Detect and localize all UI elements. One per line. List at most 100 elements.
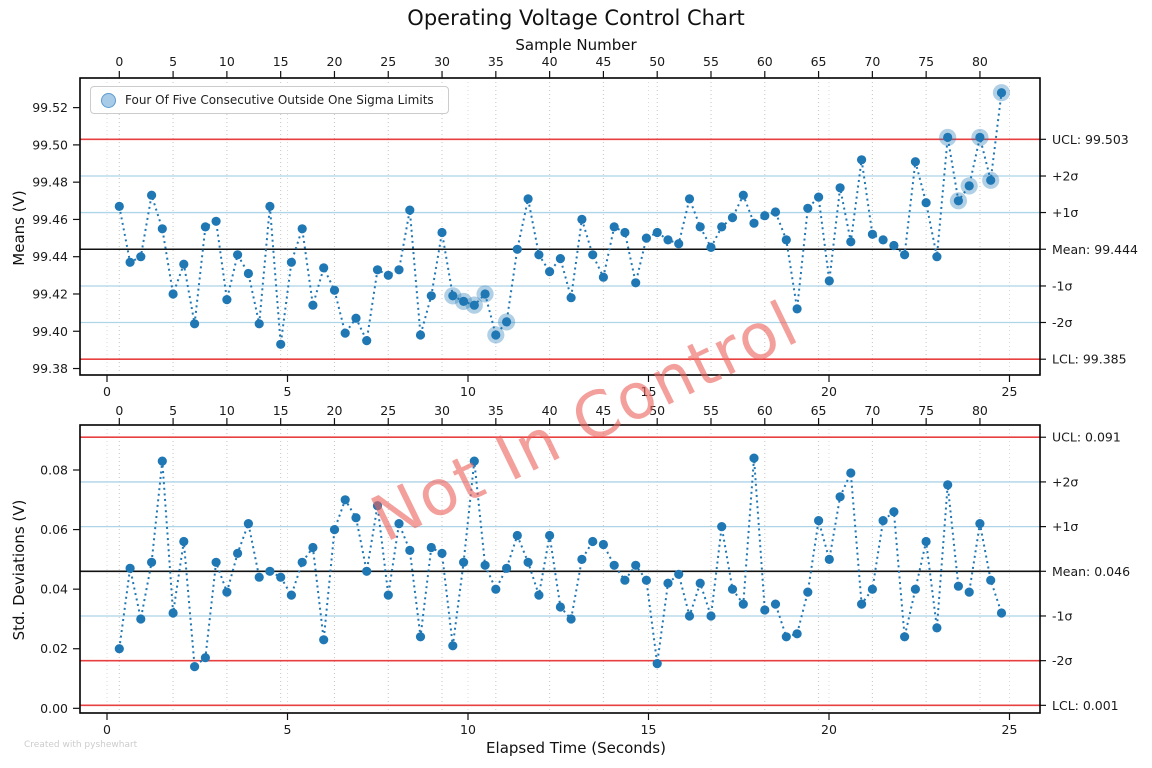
data-point [878,235,888,245]
elapsed-time-axis-title: Elapsed Time (Seconds) [486,739,666,757]
data-point [555,602,566,612]
data-point [448,641,458,651]
data-point [598,539,609,550]
sample-tick-label: 20 [327,403,343,418]
data-point [426,291,436,301]
data-point [405,545,415,556]
data-point [814,192,824,202]
annotation-label-stds: UCL: 0.091 [1052,430,1121,445]
data-point [125,257,135,267]
data-point [932,623,942,633]
data-point [276,572,286,582]
data-point [200,222,210,232]
sample-tick-label: 60 [757,403,773,418]
data-point [900,632,910,642]
data-point [448,291,458,301]
annotation-label-means: -2σ [1052,315,1072,330]
time-tick-label: 15 [641,384,657,399]
data-point [147,190,157,200]
data-point [760,211,770,221]
data-point [254,319,264,329]
sample-tick-label: 50 [649,54,665,69]
data-point [534,250,544,260]
data-point [921,198,931,208]
data-point [545,267,555,277]
data-point [598,272,609,282]
data-point [943,132,953,142]
data-point [415,330,426,340]
time-tick-label: 5 [284,722,292,737]
data-point [738,190,748,200]
sample-tick-label: 80 [972,403,988,418]
data-point [609,222,619,232]
data-point [964,181,974,191]
data-point [588,536,598,547]
legend: Four Of Five Consecutive Outside One Sig… [90,86,449,114]
sample-tick-label: 30 [434,54,450,69]
data-point [620,575,630,585]
data-point [792,304,802,314]
data-point [179,536,189,547]
data-point [211,216,221,226]
data-point [222,295,232,305]
data-point [555,254,566,264]
y-tick-label: 0.04 [40,582,68,597]
data-point [652,659,662,669]
data-point [286,257,296,267]
sample-tick-label: 10 [219,54,235,69]
data-point [631,560,641,570]
y-tick-label: 0.06 [40,522,68,537]
data-point [329,525,340,535]
annotation-label-means: -1σ [1052,278,1072,293]
data-line [118,92,1003,345]
data-point [577,554,587,565]
data-point [964,587,974,597]
data-point [276,339,286,349]
sample-tick-label: 5 [169,54,177,69]
data-point [857,155,867,165]
data-point [243,268,253,279]
sample-tick-label: 40 [542,403,558,418]
data-point [846,237,856,247]
data-point [469,456,479,466]
annotation-label-stds: LCL: 0.001 [1052,698,1119,713]
data-point [372,501,383,511]
data-point [190,662,200,672]
y-tick-label: 99.40 [32,324,68,339]
data-point [136,252,146,262]
data-point [319,635,329,645]
data-point [588,250,598,260]
sample-tick-label: 80 [972,54,988,69]
data-point [706,242,716,252]
sample-tick-label: 25 [380,54,396,69]
data-point [265,566,275,576]
data-point [512,530,522,541]
data-point [265,201,275,211]
data-point [362,336,372,346]
data-point [695,578,705,588]
data-point [383,270,393,280]
data-point [394,265,404,275]
data-point [190,319,200,329]
data-point [835,183,845,193]
annotation-label-means: LCL: 99.385 [1052,352,1127,367]
data-point [717,222,727,232]
data-point [986,575,996,585]
sample-tick-label: 75 [918,54,934,69]
data-point [200,653,210,663]
data-point [362,566,372,576]
data-point [437,227,447,238]
data-point [684,611,695,621]
data-point [727,584,738,594]
y-tick-label: 99.44 [32,249,68,264]
data-point [921,536,931,547]
sample-tick-label: 15 [273,54,289,69]
data-point [512,244,522,254]
data-point [286,590,296,600]
sample-tick-label: 35 [488,54,504,69]
sample-tick-label: 25 [380,403,396,418]
plot-frame [79,77,1041,376]
sample-tick-label: 55 [703,54,719,69]
annotation-label-means: +1σ [1052,205,1078,220]
data-point [803,203,813,213]
